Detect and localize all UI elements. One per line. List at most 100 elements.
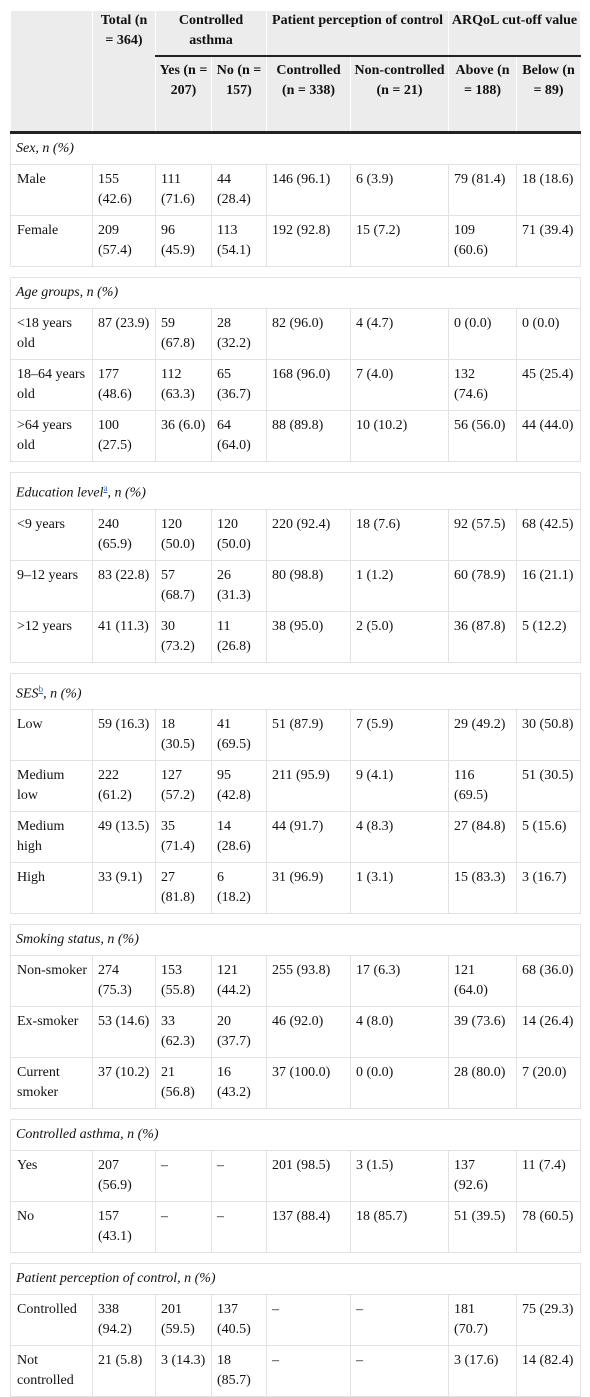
section-row: Patient perception of control, n (%) xyxy=(9,1263,582,1296)
spacer-cell xyxy=(10,266,581,278)
section-title: Education levela, n (%) xyxy=(9,472,582,510)
section-title-text: Education level xyxy=(16,485,104,501)
data-cell: 30 (73.2) xyxy=(155,610,212,663)
section-title-text: Age groups, n (%) xyxy=(16,285,119,300)
data-cell: 157 (43.1) xyxy=(92,1201,156,1254)
footnote-ref: b xyxy=(38,683,44,694)
data-row: Yes 207 (56.9) – –201 (98.5) 3 (1.5) 137 (92.… xyxy=(10,1150,582,1203)
data-cell: 222 (61.2) xyxy=(92,760,156,813)
spacer-row xyxy=(10,661,581,674)
data-cell: 28 (32.2) xyxy=(210,308,268,360)
section-title: Smoking status, n (%) xyxy=(9,924,582,957)
data-cell: 75 (29.3) xyxy=(516,1294,582,1347)
data-cell: 83 (22.8) xyxy=(92,559,156,612)
data-cell: 95 (42.8) xyxy=(210,760,268,813)
data-cell: 29 (49.2) xyxy=(448,709,518,762)
data-cell: 59 (67.8) xyxy=(155,308,212,360)
row-label: <9 years xyxy=(10,508,93,561)
data-row: Ex-smoker 53 (14.6) 33 (62.3) 20 (37.7) 46 (… xyxy=(10,1006,582,1059)
data-row: Low 59 (16.3) 18 (30.5) 41 (69.5) 51 (87.9) 7… xyxy=(10,709,582,762)
data-cell: 100 (27.5) xyxy=(92,410,156,462)
data-cell: 7 (4.0) xyxy=(350,359,450,411)
data-cell: 18 (85.7) xyxy=(350,1201,450,1254)
section-title-suffix: , n (%) xyxy=(107,485,146,501)
data-cell: 36 (6.0) xyxy=(155,410,212,462)
data-row: >64 years old 100 (27.5) 36 (6.0) 64 (64.0)… xyxy=(10,410,582,462)
spacer-cell xyxy=(10,461,581,473)
data-cell: 7 (5.9) xyxy=(350,709,450,762)
data-cell: 6 (3.9) xyxy=(350,164,450,216)
data-cell: 17 (6.3) xyxy=(350,955,450,1008)
table: Total (n = 364) Controlled asthma Patien… xyxy=(9,10,582,1397)
data-cell: 9 (4.1) xyxy=(350,760,450,813)
data-cell: 6 (18.2) xyxy=(210,862,268,915)
data-cell: 132 (74.6) xyxy=(448,359,518,411)
data-cell: 59 (16.3) xyxy=(92,709,156,762)
data-cell: 79 (81.4) xyxy=(448,164,518,216)
data-cell: 46 (92.0) xyxy=(266,1006,352,1059)
row-label: 18–64 years old xyxy=(10,359,93,411)
row-label: Non-smoker xyxy=(10,955,93,1008)
data-row: 18–64 years old 177 (48.6) 112 (63.3) 65 (3… xyxy=(10,359,582,411)
data-cell: 3 (1.5) xyxy=(350,1150,450,1203)
section-title: Controlled asthma, n (%) xyxy=(9,1119,582,1152)
data-cell: 15 (7.2) xyxy=(350,215,450,267)
data-cell: 87 (23.9) xyxy=(92,308,156,360)
data-row: Medium low 222 (61.2) 127 (57.2) 95 (42.8) 2… xyxy=(10,760,582,813)
data-cell: 0 (0.0) xyxy=(350,1057,450,1110)
data-cell: 11 (26.8) xyxy=(210,610,268,663)
data-cell: 49 (13.5) xyxy=(92,811,156,864)
section-title: SESb, n (%) xyxy=(9,672,582,711)
data-cell: 51 (30.5) xyxy=(516,760,582,813)
data-cell: – xyxy=(350,1294,450,1347)
row-label: <18 years old xyxy=(10,308,93,360)
data-cell: 82 (96.0) xyxy=(266,308,352,360)
data-cell: 64 (64.0) xyxy=(210,410,268,462)
data-cell: 28 (80.0) xyxy=(448,1057,518,1110)
data-cell: 116 (69.5) xyxy=(448,760,518,813)
data-cell: 181 (70.7) xyxy=(448,1294,518,1347)
row-label: Not controlled xyxy=(10,1345,93,1397)
data-cell: 45 (25.4) xyxy=(516,359,582,411)
data-cell: 18 (30.5) xyxy=(155,709,212,762)
header-cell: Controlled (n = 338) xyxy=(266,55,352,134)
data-cell: 88 (89.8) xyxy=(266,410,352,462)
data-cell: 92 (57.5) xyxy=(448,508,518,561)
table-header: Total (n = 364) Controlled asthma Patien… xyxy=(10,10,582,134)
row-label: Medium high xyxy=(10,811,93,864)
data-cell: 18 (7.6) xyxy=(350,508,450,561)
data-row: <9 years 240 (65.9) 120 (50.0) 120 (50.0) 22… xyxy=(10,508,582,561)
data-cell: 113 (54.1) xyxy=(210,215,268,267)
spacer-row xyxy=(10,1108,581,1121)
data-cell: 4 (8.0) xyxy=(350,1006,450,1059)
data-cell: 209 (57.4) xyxy=(92,215,156,267)
data-cell: 18 (85.7) xyxy=(210,1345,268,1397)
section-row: Sex, n (%) xyxy=(9,132,582,165)
data-cell: 2 (5.0) xyxy=(350,610,450,663)
data-cell: 155 (42.6) xyxy=(92,164,156,216)
spacer-row xyxy=(10,913,581,926)
data-cell: 14 (28.6) xyxy=(210,811,268,864)
data-cell: 44 (91.7) xyxy=(266,811,352,864)
spacer-cell xyxy=(10,661,581,674)
data-cell: 146 (96.1) xyxy=(266,164,352,216)
data-cell: 37 (100.0) xyxy=(266,1057,352,1110)
data-cell: 27 (84.8) xyxy=(448,811,518,864)
data-cell: 51 (87.9) xyxy=(266,709,352,762)
data-cell: 60 (78.9) xyxy=(448,559,518,612)
data-cell: 30 (50.8) xyxy=(516,709,582,762)
data-cell: 14 (26.4) xyxy=(516,1006,582,1059)
data-row: >12 years 41 (11.3) 30 (73.2) 11 (26.8) 38 (… xyxy=(10,610,582,663)
data-cell: 41 (11.3) xyxy=(92,610,156,663)
section-title: Sex, n (%) xyxy=(9,132,582,165)
data-cell: – xyxy=(210,1150,268,1203)
data-row: Male 155 (42.6) 111 (71.6) 44 (28.4) 146 (96… xyxy=(10,164,582,216)
row-label: Controlled xyxy=(10,1294,93,1347)
section-title-text: SES xyxy=(16,686,39,702)
data-cell: 274 (75.3) xyxy=(92,955,156,1008)
data-cell: 10 (10.2) xyxy=(350,410,450,462)
data-row: <18 years old 87 (23.9) 59 (67.8) 28 (32.2)… xyxy=(10,308,582,360)
row-label: >64 years old xyxy=(10,410,93,462)
row-label: Male xyxy=(10,164,93,216)
data-cell: 1 (3.1) xyxy=(350,862,450,915)
